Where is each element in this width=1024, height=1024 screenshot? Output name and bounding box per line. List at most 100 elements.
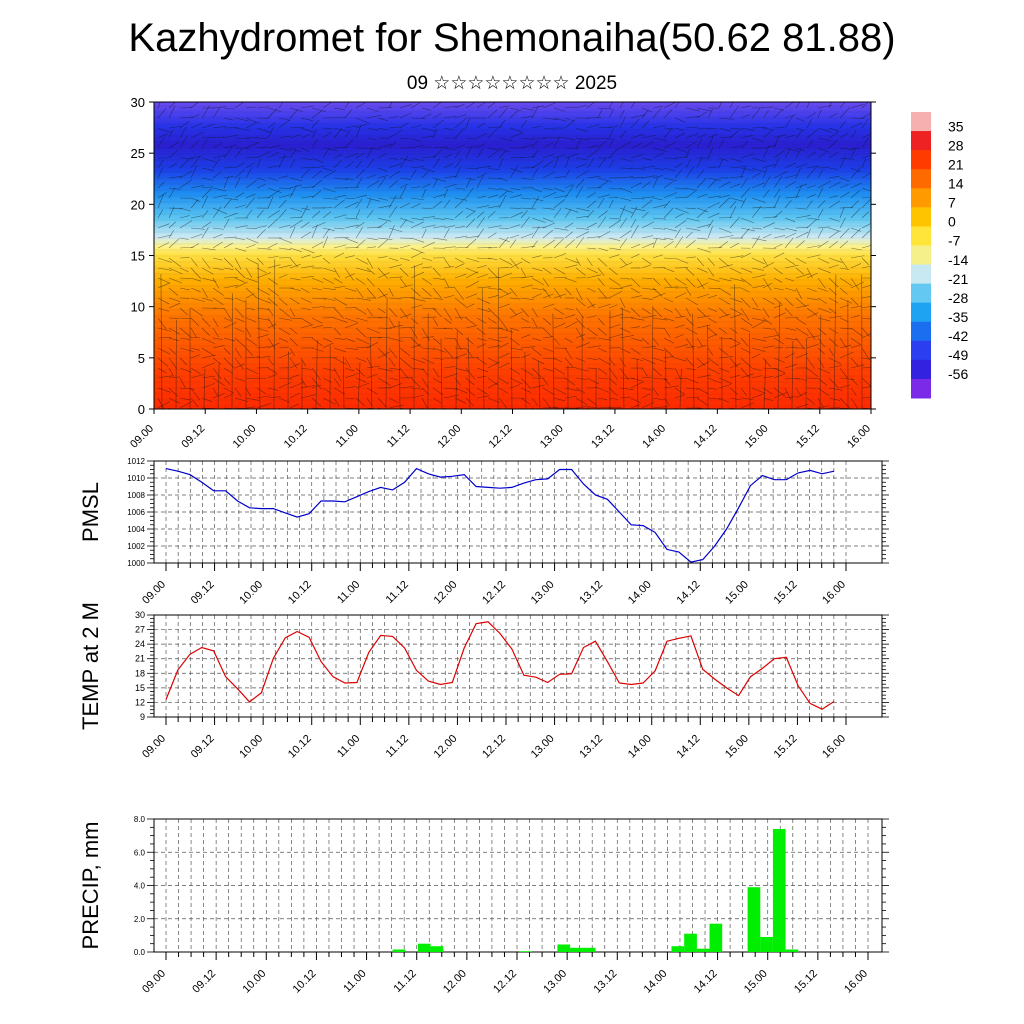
wind-barb	[234, 397, 248, 402]
wind-barb	[564, 387, 580, 392]
wind-barb	[597, 216, 607, 229]
wind-barb	[388, 264, 402, 269]
wind-barb	[861, 306, 871, 309]
wind-barb	[190, 347, 201, 351]
wind-barb	[487, 232, 497, 239]
wind-barb	[718, 347, 729, 356]
wind-barb	[366, 317, 382, 319]
wind-barb	[421, 377, 429, 389]
wind-barb	[828, 264, 839, 269]
wind-barb	[399, 313, 412, 319]
wind-barb	[718, 241, 729, 249]
wind-barb	[487, 307, 499, 319]
wind-barb	[498, 397, 508, 409]
wind-barb	[575, 287, 583, 301]
wind-barb	[685, 217, 700, 222]
wind-barb	[179, 116, 194, 119]
wind-barb	[234, 357, 244, 370]
wind-barb	[861, 230, 871, 239]
wind-barb	[212, 317, 219, 327]
wind-barb	[751, 353, 761, 359]
wind-barb	[410, 137, 421, 143]
wind-barb	[157, 401, 170, 409]
wind-barb	[212, 125, 226, 129]
wind-barb	[586, 267, 598, 274]
wind-barb	[355, 152, 366, 159]
wind-barb	[663, 177, 678, 182]
wind-barb	[707, 166, 719, 169]
wind-barb	[685, 231, 693, 239]
wind-barb	[267, 108, 278, 119]
wind-barb	[212, 241, 223, 249]
wind-barb	[542, 317, 552, 326]
wind-barb	[432, 397, 443, 404]
wind-barb	[531, 317, 538, 328]
wind-barb	[476, 307, 491, 313]
wind-barb	[355, 382, 370, 389]
wind-barb	[520, 144, 534, 149]
wind-barb	[168, 337, 179, 341]
wind-barb	[663, 327, 671, 338]
wind-barb	[520, 233, 534, 239]
wind-barb	[784, 297, 794, 307]
wind-barb	[597, 327, 607, 336]
wind-barb	[773, 304, 783, 309]
x-tick-label: 11.00	[335, 733, 362, 760]
wind-barb	[443, 327, 454, 330]
wind-barb	[333, 177, 349, 180]
wind-barb	[432, 367, 440, 378]
wind-barb	[300, 127, 315, 133]
y-tick-label: 1000	[127, 559, 145, 568]
wind-barb	[784, 174, 798, 179]
wind-barb	[421, 167, 435, 173]
wind-barb	[190, 227, 205, 230]
wind-barb	[278, 119, 291, 129]
wind-barb	[432, 128, 438, 139]
wind-barb	[157, 102, 161, 109]
wind-barb	[245, 136, 259, 139]
wind-barb	[168, 229, 175, 239]
wind-barb	[366, 137, 377, 141]
wind-barb	[399, 202, 410, 209]
wind-barb	[795, 148, 802, 159]
wind-barb	[663, 200, 671, 209]
wind-barb	[201, 105, 210, 119]
wind-barb	[476, 205, 490, 209]
wind-barb	[421, 367, 428, 376]
wind-barb	[718, 327, 728, 334]
wind-barb	[410, 337, 422, 348]
wind-barb	[784, 134, 795, 139]
wind-barb	[256, 158, 262, 169]
wind-barb	[289, 207, 303, 212]
wind-barb	[685, 240, 696, 249]
wind-barb	[575, 137, 589, 141]
wind-barb	[718, 157, 728, 161]
wind-barb	[322, 127, 333, 130]
wind-barb	[663, 277, 672, 288]
wind-barb	[443, 228, 450, 239]
wind-barb	[355, 239, 366, 249]
wind-barb	[212, 327, 219, 338]
wind-barb	[300, 324, 314, 329]
wind-barb	[531, 287, 547, 291]
wind-barb	[410, 357, 426, 364]
wind-barb	[707, 127, 718, 130]
wind-barb	[388, 130, 402, 139]
wind-barb	[651, 305, 654, 409]
wind-barb	[410, 157, 424, 162]
wind-barb	[454, 187, 466, 190]
wind-barb	[289, 247, 302, 253]
wind-barb	[509, 234, 520, 239]
x-tick-label: 11.00	[341, 968, 368, 995]
wind-barb	[619, 396, 631, 399]
wind-barb	[377, 167, 388, 172]
wind-barb	[663, 377, 671, 386]
wind-barb	[267, 187, 282, 194]
wind-barb	[520, 353, 531, 359]
wind-barb	[795, 287, 803, 300]
wind-barb	[839, 352, 854, 359]
wind-barb	[619, 347, 631, 354]
wind-barb	[542, 397, 552, 409]
wind-barb	[377, 197, 389, 201]
wind-barb	[806, 343, 821, 349]
